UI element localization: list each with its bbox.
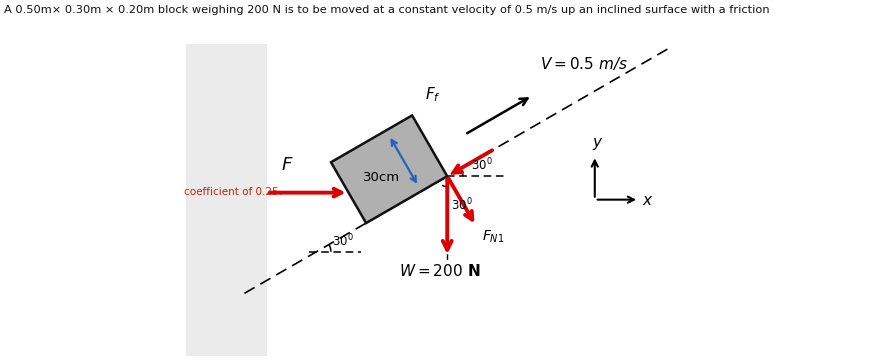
Text: 30$^0$: 30$^0$	[451, 196, 473, 213]
Text: $F_f$: $F_f$	[425, 85, 440, 104]
Text: $V= 0.5$ m/s: $V= 0.5$ m/s	[540, 55, 628, 72]
Text: 30$^0$: 30$^0$	[471, 156, 492, 173]
Text: A 0.50m× 0.30m × 0.20m block weighing 200 N is to be moved at a constant velocit: A 0.50m× 0.30m × 0.20m block weighing 20…	[4, 5, 770, 16]
Polygon shape	[331, 115, 447, 223]
Bar	[187, 44, 267, 356]
Text: coefficient of 0.25.: coefficient of 0.25.	[184, 187, 282, 197]
Text: 30$^0$: 30$^0$	[332, 233, 354, 250]
Text: 30cm: 30cm	[363, 171, 400, 184]
Text: $x$: $x$	[641, 193, 653, 208]
Text: $y$: $y$	[591, 136, 603, 152]
Text: $F_{N1}$: $F_{N1}$	[482, 228, 505, 245]
Text: $W = 200$ N: $W = 200$ N	[398, 263, 480, 279]
Text: $F$: $F$	[280, 156, 293, 175]
